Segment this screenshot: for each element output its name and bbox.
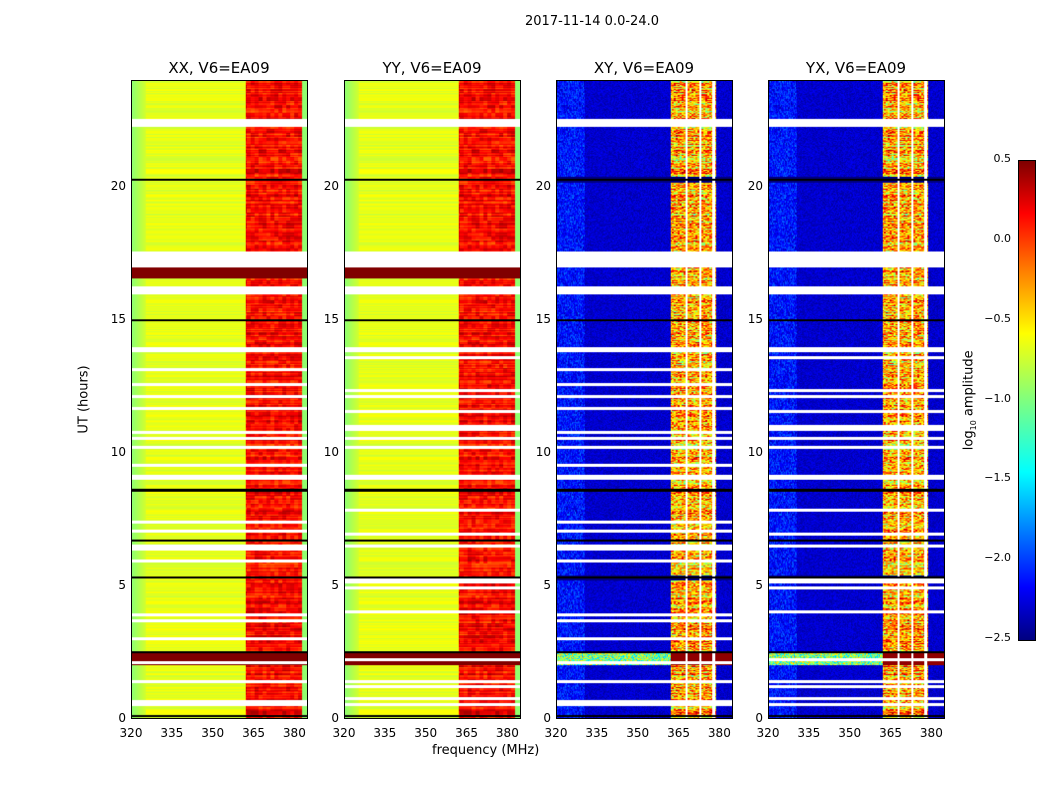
- x-tick-label: 365: [667, 726, 690, 740]
- heatmap-panel-parallel: [131, 80, 308, 719]
- y-tick-label: 20: [323, 178, 339, 193]
- panel-title: XY, V6=EA09: [593, 59, 695, 77]
- y-tick-label: 5: [543, 577, 551, 592]
- colorbar: [1018, 160, 1036, 641]
- y-tick-label: 20: [747, 178, 763, 193]
- colorbar-tick-label: −2.5: [984, 631, 1011, 644]
- x-tick-label: 365: [242, 726, 265, 740]
- colorbar-label: log10 amplitude: [961, 350, 979, 451]
- colorbar-tick-label: −1.0: [984, 391, 1011, 405]
- y-tick-label: 0: [755, 711, 763, 725]
- y-tick-label: 15: [747, 311, 763, 326]
- x-tick-label: 320: [332, 726, 356, 740]
- y-tick-label: 10: [323, 444, 339, 459]
- x-tick-label: 335: [585, 726, 609, 740]
- heatmap-panel-parallel: [344, 80, 521, 719]
- y-tick-label: 15: [535, 311, 551, 326]
- x-tick-label: 350: [626, 726, 650, 740]
- x-tick-label: 380: [495, 726, 519, 740]
- heatmap-panel-cross: [768, 80, 945, 719]
- colorbar-tick-label: −0.5: [984, 311, 1011, 325]
- x-tick-label: 380: [282, 726, 306, 740]
- y-tick-label: 15: [110, 311, 126, 326]
- heatmap-image: [557, 81, 732, 718]
- x-tick-label: 350: [838, 726, 862, 740]
- x-tick-label: 365: [879, 726, 902, 740]
- y-tick-label: 0: [331, 711, 339, 725]
- y-tick-label: 10: [535, 444, 551, 459]
- y-tick-label: 0: [543, 711, 551, 725]
- x-tick-label: 365: [455, 726, 478, 740]
- x-tick-label: 350: [201, 726, 225, 740]
- y-tick-label: 5: [755, 577, 763, 592]
- y-tick-label: 15: [323, 311, 339, 326]
- colorbar-tick-label: −1.5: [984, 471, 1011, 485]
- colorbar-tick-label: −2.0: [984, 551, 1011, 565]
- y-tick-label: 10: [110, 444, 126, 459]
- x-tick-label: 380: [919, 726, 943, 740]
- heatmap-image: [345, 81, 520, 718]
- figure-title: 2017-11-14 0.0-24.0: [525, 14, 659, 29]
- x-tick-label: 320: [756, 726, 780, 740]
- x-tick-label: 335: [797, 726, 821, 740]
- heatmap-image: [769, 81, 944, 718]
- panel-title: XX, V6=EA09: [168, 59, 270, 77]
- y-tick-label: 0: [118, 711, 126, 725]
- heatmap-panel-cross: [556, 80, 733, 719]
- x-tick-label: 350: [414, 726, 438, 740]
- x-tick-label: 335: [373, 726, 397, 740]
- y-tick-label: 5: [118, 577, 126, 592]
- x-tick-label: 335: [160, 726, 184, 740]
- x-tick-label: 320: [119, 726, 143, 740]
- panel-title: YY, V6=EA09: [382, 59, 482, 77]
- heatmap-image: [132, 81, 307, 718]
- y-tick-label: 5: [331, 577, 339, 592]
- y-tick-label: 20: [110, 178, 126, 193]
- y-tick-label: 20: [535, 178, 551, 193]
- colorbar-tick-label: 0.0: [993, 231, 1012, 245]
- colorbar-tick-label: 0.5: [993, 152, 1012, 165]
- y-tick-label: 10: [747, 444, 763, 459]
- y-axis-label: UT (hours): [76, 365, 92, 434]
- x-axis-label: frequency (MHz): [432, 743, 540, 758]
- x-tick-label: 380: [707, 726, 731, 740]
- panel-title: YX, V6=EA09: [805, 59, 907, 77]
- x-tick-label: 320: [544, 726, 568, 740]
